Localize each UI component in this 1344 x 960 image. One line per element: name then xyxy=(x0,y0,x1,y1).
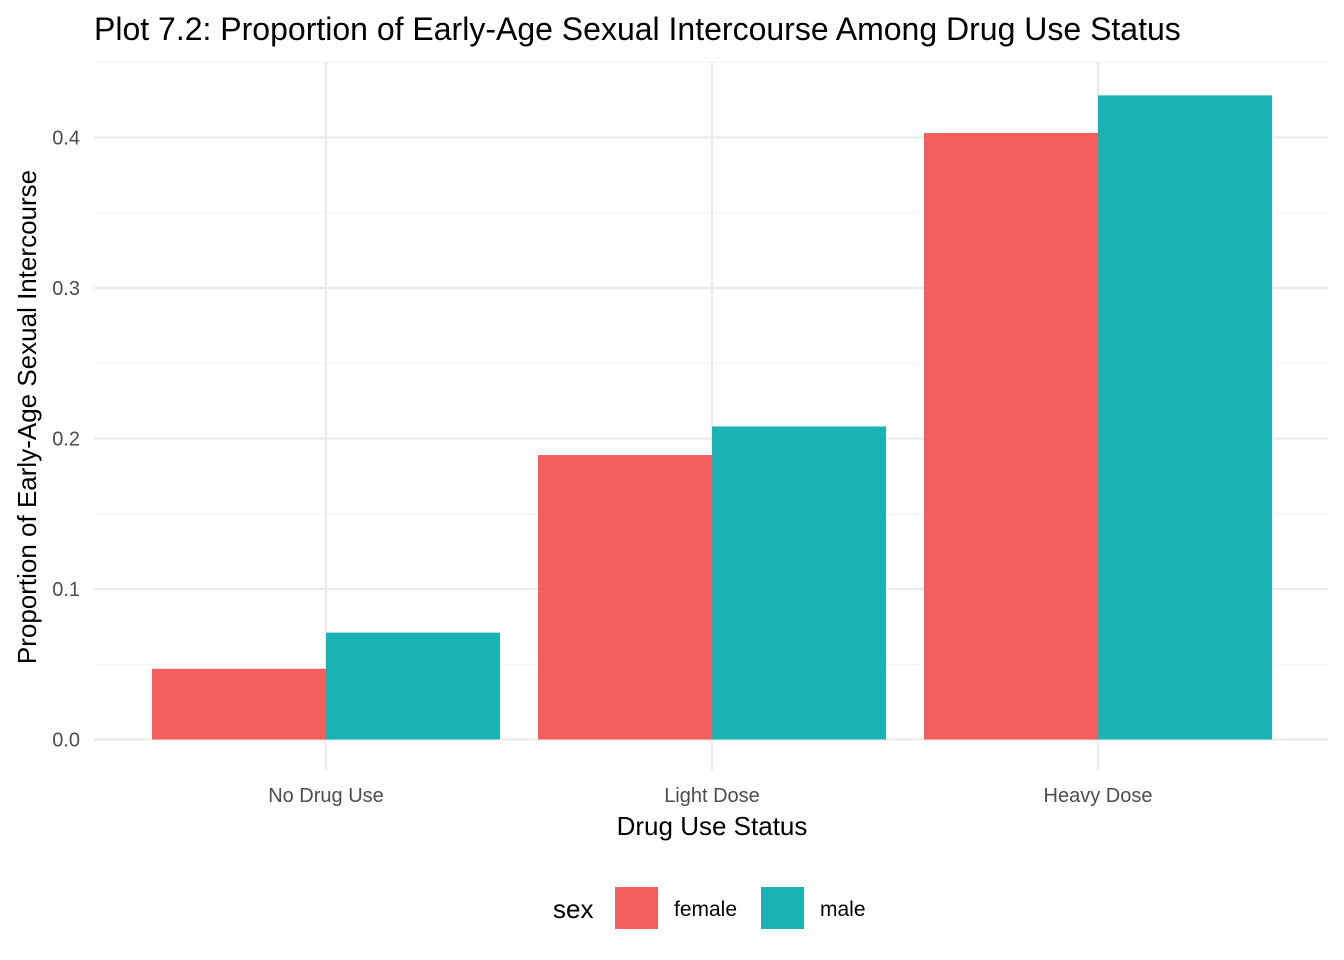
bar-female-no-drug-use xyxy=(152,668,326,740)
chart-title: Plot 7.2: Proportion of Early-Age Sexual… xyxy=(94,11,1181,47)
bar-female-light-dose xyxy=(538,455,712,740)
y-tick-label: 0.0 xyxy=(52,730,80,752)
x-tick-label: No Drug Use xyxy=(268,785,384,807)
legend-key-male xyxy=(761,887,804,929)
legend-title: sex xyxy=(553,894,593,924)
x-tick-label: Heavy Dose xyxy=(1044,785,1153,807)
y-axis-title: Proportion of Early-Age Sexual Intercour… xyxy=(12,170,42,664)
x-axis-tick-labels: No Drug Use Light Dose Heavy Dose xyxy=(268,785,1152,807)
bar-male-heavy-dose xyxy=(1098,95,1272,740)
bar-male-light-dose xyxy=(712,426,886,740)
bars-layer xyxy=(152,95,1272,740)
legend-items: female male xyxy=(615,887,866,929)
y-tick-label: 0.3 xyxy=(52,278,80,300)
legend: sex female male xyxy=(553,887,866,929)
bar-female-heavy-dose xyxy=(924,132,1098,740)
y-tick-label: 0.1 xyxy=(52,579,80,601)
legend-label-male: male xyxy=(820,898,866,921)
legend-key-female xyxy=(615,887,658,929)
x-axis-title: Drug Use Status xyxy=(617,811,808,841)
bar-male-no-drug-use xyxy=(326,632,500,740)
y-axis-tick-labels: 0.0 0.1 0.2 0.3 0.4 xyxy=(52,128,80,752)
y-tick-label: 0.2 xyxy=(52,429,80,451)
y-tick-label: 0.4 xyxy=(52,128,80,150)
legend-label-female: female xyxy=(674,898,737,921)
x-tick-label: Light Dose xyxy=(664,785,760,807)
